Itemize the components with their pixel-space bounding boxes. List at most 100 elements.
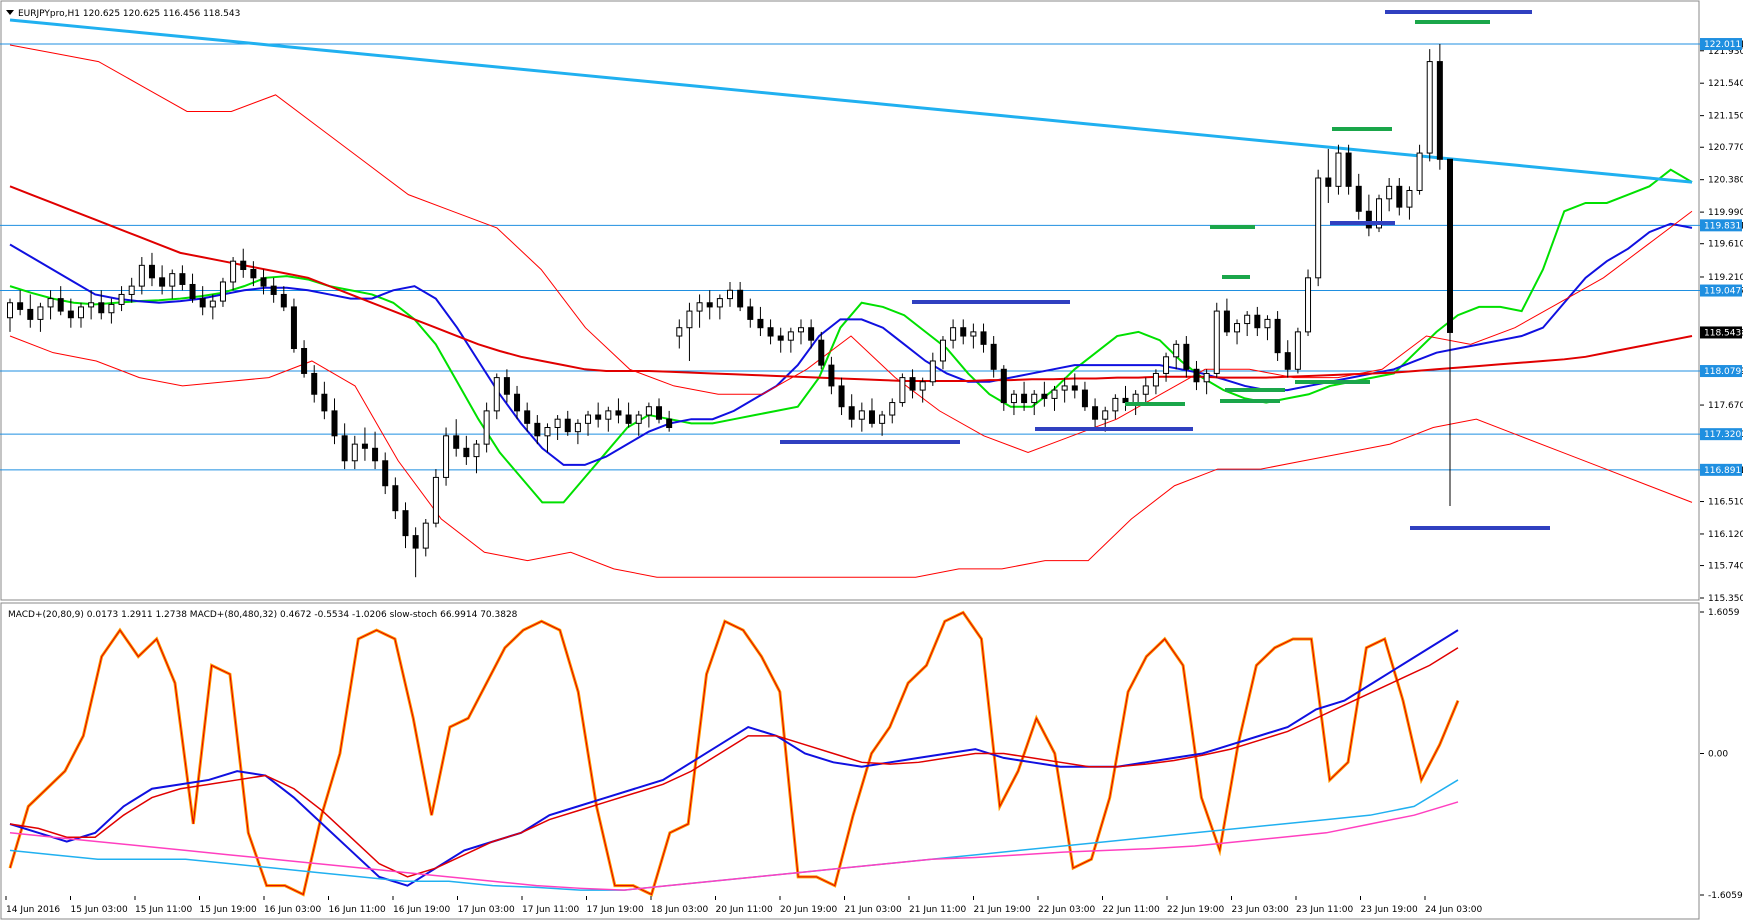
candle-body (1000, 368, 1007, 404)
candle-body (1021, 393, 1028, 404)
candle-body (899, 377, 906, 404)
candle-body (230, 260, 237, 283)
candle-body (47, 298, 54, 308)
candle-body (321, 393, 328, 412)
candle-body (970, 331, 977, 337)
candle-body (980, 331, 987, 345)
price-tick-label: 121.930 (1708, 47, 1743, 57)
price-axis: 115.350 115.740 116.120 116.510 116.891 117.3… (1700, 40, 1743, 604)
time-tick-label: 15 Jun 19:00 (200, 905, 257, 915)
candle-body (1234, 323, 1241, 333)
time-tick-label: 22 Jun 19:00 (1167, 905, 1224, 915)
candle-body (1193, 368, 1200, 383)
candle-body (524, 410, 531, 424)
candle-body (493, 377, 500, 412)
candle-body (77, 306, 84, 319)
candle-body (1061, 385, 1068, 391)
candle-body (128, 285, 135, 295)
price-tag (1700, 463, 1742, 476)
price-tags: 122.011 119.831 119.047 118.543 118.079 117.3… (1700, 38, 1742, 476)
price-tick-label: 119.210 (1708, 273, 1743, 283)
candle-body (605, 410, 612, 420)
candle-body (1244, 314, 1251, 325)
candle-body (635, 414, 642, 424)
candle-body (1355, 185, 1362, 212)
candle-body (1203, 372, 1210, 383)
candle-body (1447, 158, 1453, 333)
candle-body (1163, 356, 1170, 374)
candle-body (1345, 152, 1352, 187)
candle-body (290, 306, 297, 350)
candle-body (98, 302, 105, 314)
symbol-header: EURJPYpro,H1 120.625 120.625 116.456 118… (18, 9, 240, 19)
ma-line (9, 168, 1693, 504)
candle-body (443, 435, 450, 478)
candle-body (1264, 318, 1271, 329)
candle-body (544, 427, 551, 437)
candle-body (1102, 410, 1109, 420)
triangle-down-icon[interactable] (6, 10, 14, 15)
candle-body (361, 443, 368, 449)
price-tag (1700, 326, 1742, 339)
candle-body (1376, 198, 1383, 229)
candle-body (402, 510, 409, 537)
candle-body (412, 535, 419, 549)
price-tag-label: 122.011 (1704, 40, 1741, 50)
candle-body (848, 406, 855, 420)
oscillator-lines (8, 610, 1460, 897)
candle-body (301, 348, 308, 374)
candle-body (1396, 185, 1403, 208)
candle-body (1335, 152, 1342, 187)
candle-body (311, 372, 318, 395)
candle-body (118, 293, 125, 305)
moving-averages (9, 18, 1693, 578)
candle-body (108, 303, 115, 314)
price-tag-label: 118.543 (1704, 328, 1741, 338)
candle-body (1325, 177, 1332, 187)
time-tick-label: 16 Jun 19:00 (393, 905, 450, 915)
price-tick-label: 115.350 (1708, 594, 1743, 604)
oscillator-axis: 1.6059 0.00 -1.6059 (1700, 608, 1743, 901)
price-tag-label: 116.891 (1704, 466, 1741, 476)
candle-body (858, 410, 865, 420)
candle-body (767, 327, 774, 337)
horizontal-lines (0, 43, 1700, 471)
candle-body (1010, 393, 1017, 404)
time-tick-label: 23 Jun 19:00 (1361, 905, 1418, 915)
candle-body (686, 310, 693, 329)
time-axis: 14 Jun 2016 15 Jun 03:00 15 Jun 11:00 15 Ju… (5, 896, 1482, 915)
candle-body (1122, 397, 1129, 404)
macd-line (9, 801, 1459, 891)
candle-body (372, 447, 379, 462)
ma-line (9, 44, 1693, 453)
candle-body (1031, 393, 1038, 404)
price-tag (1700, 38, 1742, 51)
candle-body (1092, 406, 1099, 420)
time-tick-label: 17 Jun 03:00 (458, 905, 515, 915)
time-tick-label: 23 Jun 11:00 (1296, 905, 1353, 915)
time-tick-label: 14 Jun 2016 (6, 905, 60, 915)
time-tick-label: 18 Jun 03:00 (651, 905, 708, 915)
candle-body (280, 293, 287, 308)
time-tick-label: 22 Jun 03:00 (1038, 905, 1095, 915)
candle-body (1436, 61, 1443, 160)
candle-body (351, 443, 358, 462)
candle-body (727, 289, 733, 300)
candle-body (585, 414, 592, 424)
candle-body (1112, 397, 1119, 412)
candle-body (250, 268, 257, 279)
time-tick-label: 21 Jun 19:00 (974, 905, 1031, 915)
candle-body (1416, 152, 1423, 191)
osc-tick-label: -1.6059 (1708, 891, 1743, 901)
candle-body (929, 360, 936, 383)
macd-line (9, 629, 1459, 887)
candle-body (341, 435, 348, 462)
candle-body (676, 327, 683, 337)
candle-body (483, 410, 490, 445)
candle-body (57, 298, 64, 312)
candle-body (422, 522, 429, 549)
time-tick-label: 15 Jun 03:00 (71, 905, 128, 915)
price-tick-label: 117.670 (1708, 401, 1743, 411)
